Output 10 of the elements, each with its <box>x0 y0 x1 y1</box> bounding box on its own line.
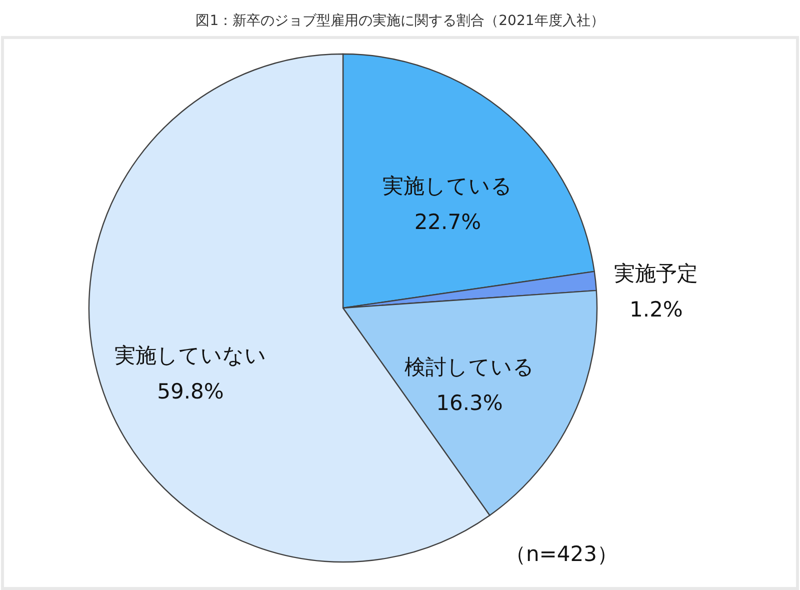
data-label: 22.7% <box>414 210 482 234</box>
text: （n=423） <box>505 542 618 566</box>
slice-label: 実施していない <box>114 343 267 368</box>
slice-label: 実施予定 <box>614 261 698 286</box>
data-label: 16.3% <box>436 391 503 416</box>
slice-label: 実施している <box>382 174 513 198</box>
data-label: 1.2% <box>630 297 683 322</box>
slice-label: 検討している <box>404 355 534 380</box>
chart-title: 図1：新卒のジョブ型雇用の実施に関する割合（2021年度入社） <box>196 13 604 29</box>
data-label: 59.8% <box>157 379 224 404</box>
